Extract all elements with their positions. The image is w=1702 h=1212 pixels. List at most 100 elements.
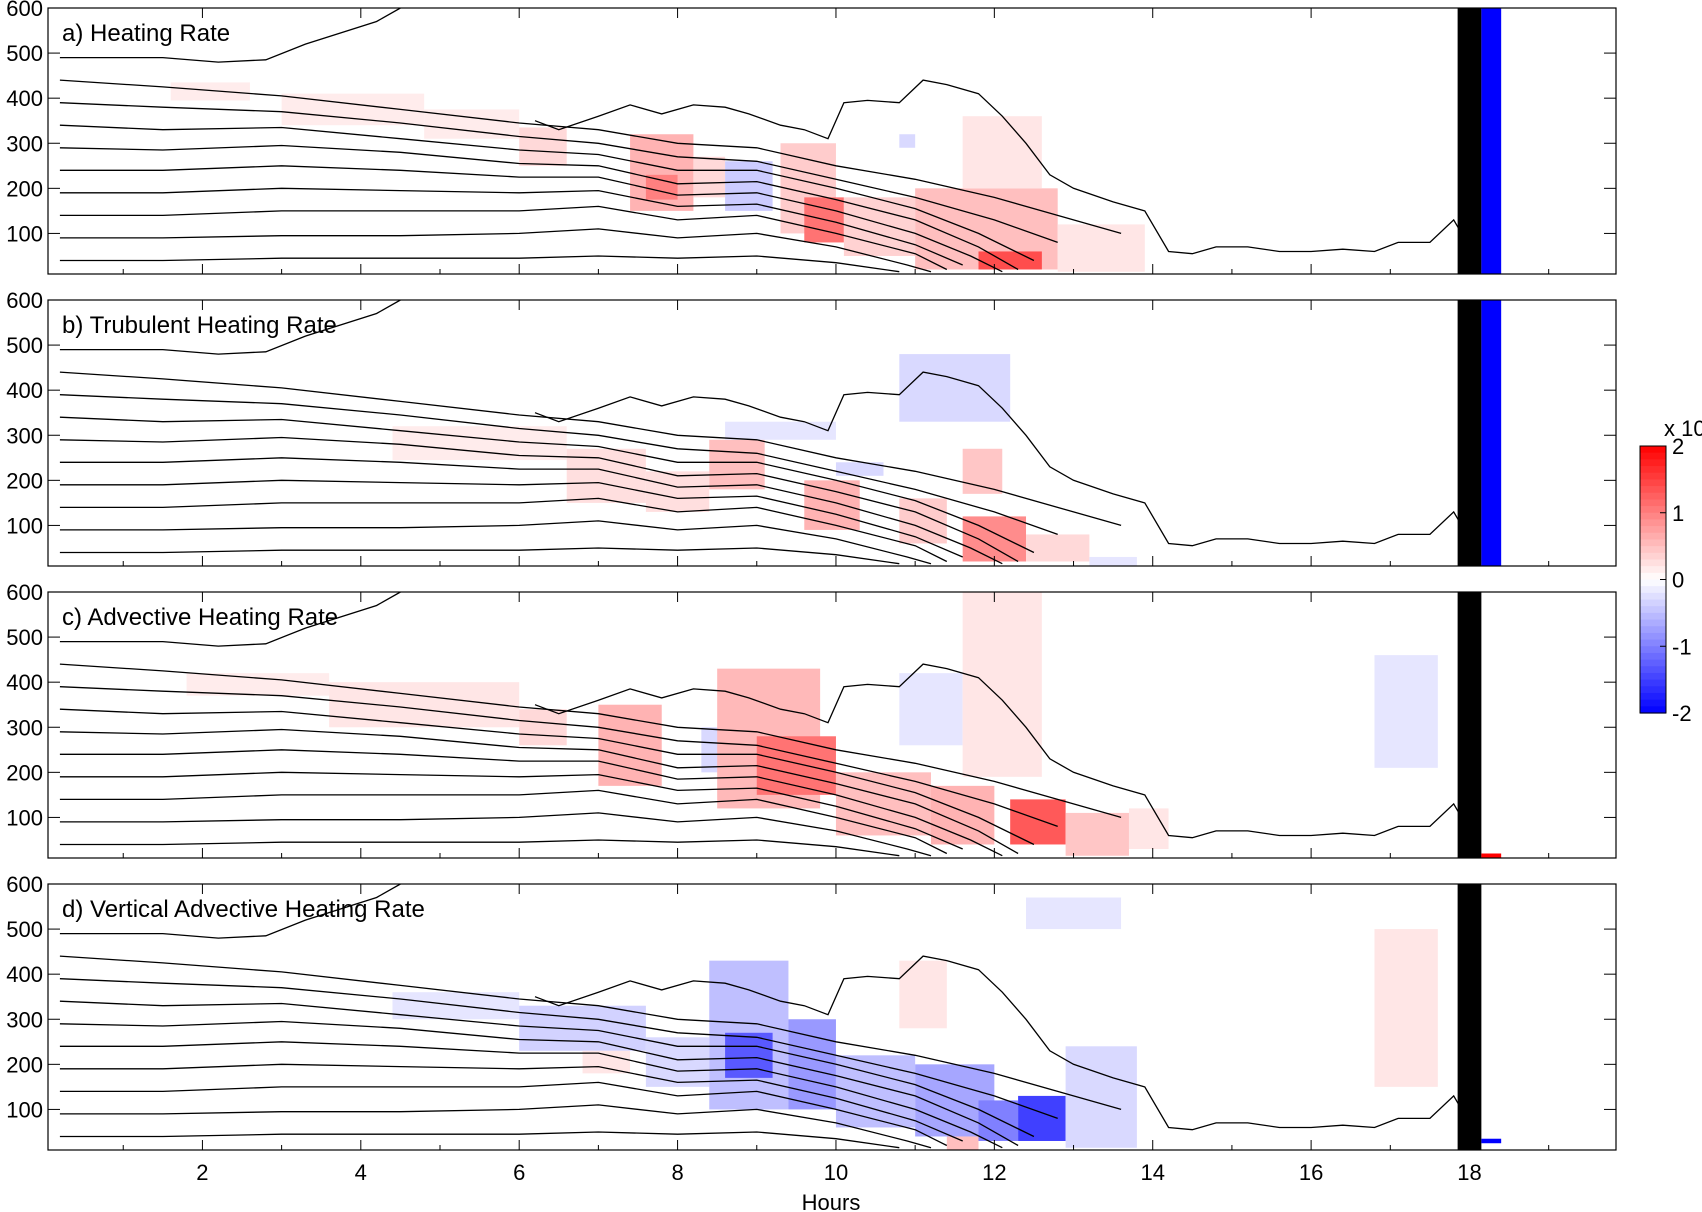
plot-area xyxy=(59,8,1502,274)
panel-title: c) Advective Heating Rate xyxy=(62,604,338,631)
x-tick-label: 6 xyxy=(513,1160,525,1185)
panel-frame xyxy=(47,299,1617,567)
y-tick-label: 600 xyxy=(6,288,43,313)
contour-line xyxy=(59,728,1019,855)
y-tick-label: 100 xyxy=(6,805,43,830)
heatmap-cell xyxy=(1010,799,1066,845)
colorbar-segment xyxy=(1640,626,1666,634)
contour-line xyxy=(59,749,1003,857)
heatmap-cell xyxy=(582,1050,631,1074)
vertical-bar xyxy=(1457,884,1482,1150)
contour-line xyxy=(59,812,932,857)
colorbar-tick-label: -1 xyxy=(1672,634,1692,659)
y-tick-label: 300 xyxy=(6,1007,43,1032)
heatmap-cell xyxy=(843,197,916,256)
contour-line xyxy=(59,144,1019,271)
heatmap-cell xyxy=(962,592,1042,777)
colorbar-segment xyxy=(1640,672,1666,681)
colorbar-tick-label: 1 xyxy=(1672,501,1684,526)
vertical-bar xyxy=(1481,300,1502,566)
colorbar-segment xyxy=(1640,519,1666,527)
contour-line xyxy=(59,1063,963,1142)
heatmap-cell xyxy=(962,116,1042,189)
colorbar-segment xyxy=(1640,539,1666,547)
top-contour-line xyxy=(534,371,1463,547)
heatmap-cell xyxy=(519,709,567,746)
panel-title: a) Heating Rate xyxy=(62,20,230,47)
contour-line xyxy=(59,228,932,273)
colorbar-segment xyxy=(1640,666,1666,674)
heatmap-cell xyxy=(1018,1095,1066,1141)
contour-line xyxy=(59,1020,1019,1147)
colorbar-segment xyxy=(1640,446,1666,454)
heatmap-cell xyxy=(170,82,250,101)
heatmap-cell xyxy=(519,127,567,166)
y-tick-label: 500 xyxy=(6,625,43,650)
y-tick-label: 400 xyxy=(6,962,43,987)
x-tick-label: 12 xyxy=(982,1160,1006,1185)
colorbar-segment xyxy=(1640,459,1666,467)
vertical-bar xyxy=(1481,1138,1502,1144)
contour-line xyxy=(59,457,1003,565)
panel-d: 100 200 300 400 500 600 2 4 6 8 10 12 14 16 18 d) Verti… xyxy=(6,872,1617,1185)
contour-line xyxy=(59,165,1003,273)
colorbar-segment xyxy=(1640,552,1666,561)
heatmap-cell xyxy=(645,471,710,512)
y-tick-label: 300 xyxy=(6,423,43,448)
colorbar-segment xyxy=(1640,506,1666,514)
heatmap-cell xyxy=(835,462,884,476)
colorbar-tick-label: 0 xyxy=(1672,568,1684,593)
top-contour-line xyxy=(534,663,1463,839)
boundary-line xyxy=(59,8,401,63)
heatmap-cell xyxy=(1089,556,1137,566)
colorbar-segment xyxy=(1640,479,1666,487)
plot-area xyxy=(59,592,1502,858)
colorbar-segment xyxy=(1640,652,1666,661)
contour-line xyxy=(59,255,900,273)
colorbar-segment xyxy=(1640,486,1666,494)
heatmap-cell xyxy=(1026,534,1090,562)
panel-title: b) Trubulent Heating Rate xyxy=(62,312,337,339)
colorbar-segment xyxy=(1640,619,1666,627)
vertical-bar xyxy=(1457,592,1482,858)
heatmap-cell xyxy=(899,354,1011,422)
heatmap-cell xyxy=(1128,808,1169,849)
colorbar-segment xyxy=(1640,659,1666,667)
top-contour-line xyxy=(534,955,1463,1131)
vertical-bar xyxy=(1457,300,1482,566)
colorbar-segment xyxy=(1640,686,1666,694)
boundary-line xyxy=(59,884,401,939)
colorbar-multiplier: x 10 xyxy=(1664,416,1702,441)
vertical-bar xyxy=(1481,853,1502,858)
panel-b: 100 200 300 400 500 600 b) Trubulent Heating R… xyxy=(6,288,1617,567)
y-tick-label: 200 xyxy=(6,1052,43,1077)
contour-line xyxy=(59,79,1122,235)
heatmap-cell xyxy=(804,480,860,530)
colorbar-segment xyxy=(1640,579,1666,587)
heatmap-cell xyxy=(978,251,1042,270)
y-tick-label: 200 xyxy=(6,468,43,493)
panel-frame xyxy=(47,591,1617,859)
heatmap-cell xyxy=(693,156,726,198)
y-tick-label: 400 xyxy=(6,670,43,695)
panel-c: 100 200 300 400 500 600 c) Advective Heating R… xyxy=(6,580,1617,859)
contour-line xyxy=(59,497,948,563)
contour-line xyxy=(59,1000,1035,1138)
heatmap-cell xyxy=(709,439,765,490)
colorbar-segment xyxy=(1640,546,1666,554)
y-tick-label: 500 xyxy=(6,333,43,358)
panels: 100 200 300 400 500 600 a) Heating Rate 100 200 3… xyxy=(6,0,1617,1185)
colorbar-segment xyxy=(1640,639,1666,647)
contour-line xyxy=(59,436,1019,563)
colorbar-segment xyxy=(1640,499,1666,507)
heatmap-cell xyxy=(899,134,916,148)
heatmap-cell xyxy=(1057,224,1145,272)
y-tick-label: 100 xyxy=(6,1097,43,1122)
heatmap-cell xyxy=(186,673,330,696)
boundary-line xyxy=(59,592,401,647)
y-tick-label: 100 xyxy=(6,513,43,538)
contour-line xyxy=(59,686,1058,828)
contour-line xyxy=(59,205,948,271)
contour-line xyxy=(59,1131,900,1149)
x-axis-title: Hours xyxy=(802,1190,861,1212)
